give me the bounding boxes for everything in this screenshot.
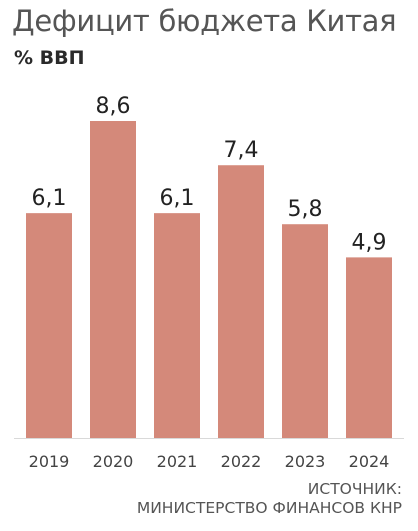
bar-2022 [218,165,264,439]
data-label-2022: 7,4 [224,138,259,163]
x-tick-label-2019: 2019 [29,452,70,471]
data-label-2020: 8,6 [96,94,131,119]
bar-2019 [26,213,72,438]
bar-2020 [90,121,136,438]
bar-2024 [346,257,392,438]
source-label: ИСТОЧНИК: [307,480,402,498]
data-label-2019: 6,1 [32,186,67,211]
chart-subtitle-unit: % ВВП [14,47,85,69]
bar-2023 [282,224,328,438]
data-label-2023: 5,8 [288,197,323,222]
x-tick-label-2024: 2024 [349,452,390,471]
source-note: ИСТОЧНИК: МИНИСТЕРСТВО ФИНАНСОВ КНР [137,480,402,518]
x-tick-label-2020: 2020 [93,452,134,471]
data-label-2021: 6,1 [160,186,195,211]
data-label-2024: 4,9 [352,230,387,255]
source-name: МИНИСТЕРСТВО ФИНАНСОВ КНР [136,499,402,517]
x-tick-label-2023: 2023 [285,452,326,471]
x-tick-label-2021: 2021 [157,452,198,471]
chart-title: Дефицит бюджета Китая [12,4,397,38]
bar-2021 [154,213,200,438]
x-tick-label-2022: 2022 [221,452,262,471]
